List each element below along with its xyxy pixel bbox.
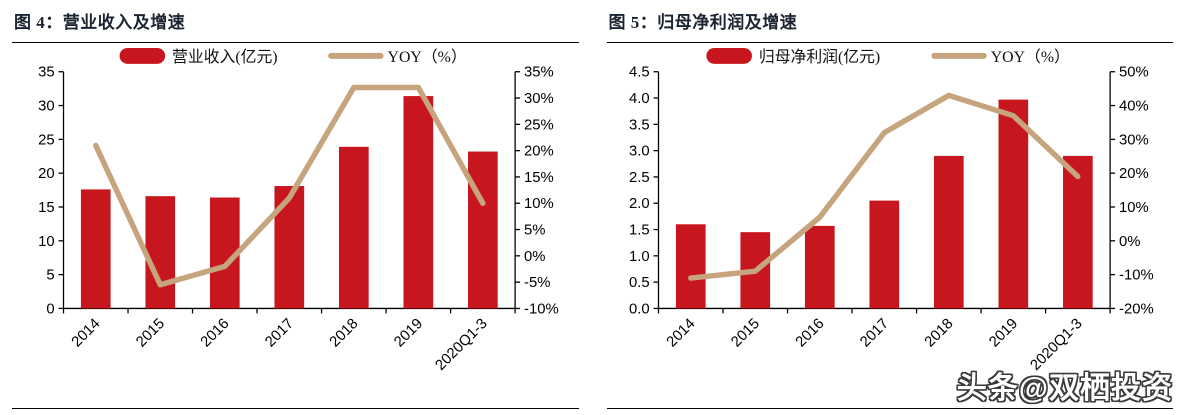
x-tick-label: 2015 (133, 316, 168, 351)
y1-tick-label: 0.0 (628, 301, 649, 317)
legend-bar-swatch (119, 47, 166, 64)
bar-2019 (403, 96, 434, 309)
y1-tick-label: 20 (38, 166, 55, 182)
bar-2017 (868, 200, 899, 309)
y2-tick-label: 30% (524, 91, 554, 107)
figure-5-panel: 图 5：归母净利润及增速 0.0 0.5 1.0 1.5 2.0 2.5 3.0 3.5 4.0… (606, 6, 1173, 415)
x-tick-label: 2014 (663, 316, 698, 351)
y1-tick-label: 3.0 (628, 144, 649, 160)
y2-tick-label: 0% (1119, 234, 1140, 250)
figure-5-bottom-rule (606, 408, 1173, 409)
y1-tick-label: 5 (46, 268, 54, 284)
bar-2019 (997, 99, 1028, 309)
bar-2014 (675, 224, 706, 309)
x-tick-label: 2016 (792, 316, 827, 351)
bar-2017 (274, 186, 305, 309)
legend-bar-label: 营业收入(亿元) (172, 48, 278, 66)
y2-tick-label: 50% (1119, 65, 1149, 81)
y1-tick-label: 2.5 (628, 170, 649, 186)
y2-tick-label: -20% (1119, 301, 1154, 317)
y1-tick-label: 1.0 (628, 249, 649, 265)
x-tick-label: 2014 (69, 316, 104, 351)
figure-4-panel: 图 4：营业收入及增速 0 5 10 15 20 25 30 35 -10% -5% 0% 5% 10%… (12, 6, 579, 415)
bar-2018 (933, 155, 964, 309)
y2-tick-label: 25% (524, 117, 554, 133)
y1-tick-label: 35 (38, 65, 55, 81)
x-tick-label: 2018 (921, 316, 956, 351)
bar-2020Q1-3 (468, 151, 498, 309)
legend-line-label: YOY（%） (388, 48, 467, 66)
yoy-line (93, 84, 486, 288)
y1-tick-label: 1.5 (628, 222, 649, 238)
x-tick-label: 2020Q1-3 (1027, 316, 1085, 374)
bar-2018 (338, 146, 369, 309)
bar-2014 (80, 189, 111, 309)
y2-tick-label: -10% (1119, 268, 1154, 284)
revenue-growth-chart: 0 5 10 15 20 25 30 35 -10% -5% 0% 5% 10% 15% 20% 25% 30%… (38, 47, 559, 374)
y2-tick-label: 10% (1119, 200, 1149, 216)
y1-tick-label: 15 (38, 200, 55, 216)
figure-4-title: 图 4：营业收入及增速 (12, 8, 579, 43)
y2-tick-label: 30% (1119, 132, 1149, 148)
y2-tick-label: 35% (524, 65, 554, 81)
x-tick-label: 2017 (857, 316, 892, 351)
x-tick-label: 2019 (391, 316, 426, 351)
y1-tick-label: 4.0 (628, 91, 649, 107)
y1-tick-label: 0.5 (628, 275, 649, 291)
y1-tick-label: 2.0 (628, 196, 649, 212)
y1-tick-label: 3.5 (628, 117, 649, 133)
y1-tick-label: 30 (38, 99, 55, 115)
x-tick-label: 2017 (262, 316, 297, 351)
figure-5-title: 图 5：归母净利润及增速 (606, 8, 1173, 43)
bar-2015 (145, 196, 176, 309)
y1-tick-label: 10 (38, 234, 55, 250)
y2-tick-label: 20% (1119, 166, 1149, 182)
x-tick-label: 2015 (728, 316, 763, 351)
y2-tick-label: -5% (524, 275, 550, 291)
y1-tick-label: 4.5 (628, 65, 649, 81)
y1-tick-label: 0 (46, 301, 54, 317)
legend-bar-swatch (705, 47, 752, 64)
legend-line-label: YOY（%） (990, 48, 1069, 66)
y2-tick-label: 0% (524, 249, 545, 265)
figure-4-bottom-rule (12, 408, 579, 409)
y2-tick-label: 15% (524, 170, 554, 186)
y2-tick-label: 5% (524, 222, 545, 238)
bar-2016 (804, 225, 835, 309)
y2-tick-label: -10% (524, 301, 559, 317)
legend-bar-label: 归母净利润(亿元) (758, 48, 879, 66)
net-profit-growth-chart: 0.0 0.5 1.0 1.5 2.0 2.5 3.0 3.5 4.0 4.5 -20% -10% 0%… (628, 47, 1154, 374)
x-tick-label: 2018 (327, 316, 362, 351)
y2-tick-label: 40% (1119, 99, 1149, 115)
x-tick-label: 2019 (986, 316, 1021, 351)
bar-2020Q1-3 (1062, 155, 1093, 309)
y2-tick-label: 10% (524, 196, 554, 212)
x-tick-label: 2016 (198, 316, 233, 351)
y1-tick-label: 25 (38, 132, 55, 148)
x-tick-label: 2020Q1-3 (433, 316, 491, 374)
y2-tick-label: 20% (524, 144, 554, 160)
yoy-line (687, 92, 1081, 281)
